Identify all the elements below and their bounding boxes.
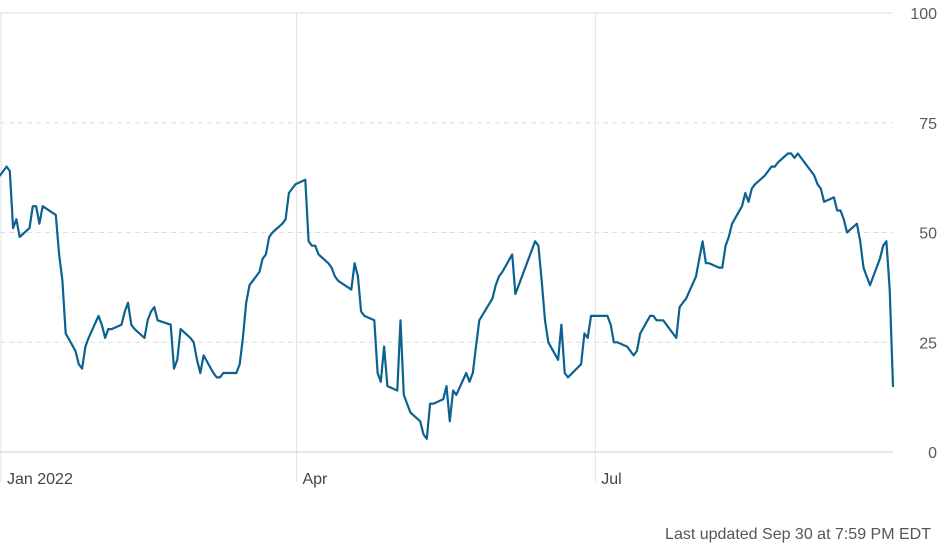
last-updated-text: Last updated Sep 30 at 7:59 PM EDT — [665, 526, 931, 543]
line-chart: 0 25 50 75 100 Jan 2022 Apr Jul — [0, 6, 937, 488]
x-tick-labels: Jan 2022 Apr Jul — [7, 471, 622, 488]
series-line — [0, 152, 895, 440]
x-tick-label: Jan 2022 — [7, 471, 73, 488]
y-tick-labels: 0 25 50 75 100 — [910, 6, 937, 462]
y-tick-label: 50 — [919, 226, 937, 243]
y-tick-label: 0 — [928, 445, 937, 462]
y-tick-label: 25 — [919, 335, 937, 352]
x-gridlines — [0, 13, 596, 482]
x-tick-label: Apr — [302, 471, 328, 488]
y-gridlines — [0, 12, 893, 343]
y-tick-label: 100 — [910, 6, 937, 23]
y-tick-label: 75 — [919, 116, 937, 133]
x-tick-label: Jul — [601, 471, 621, 488]
